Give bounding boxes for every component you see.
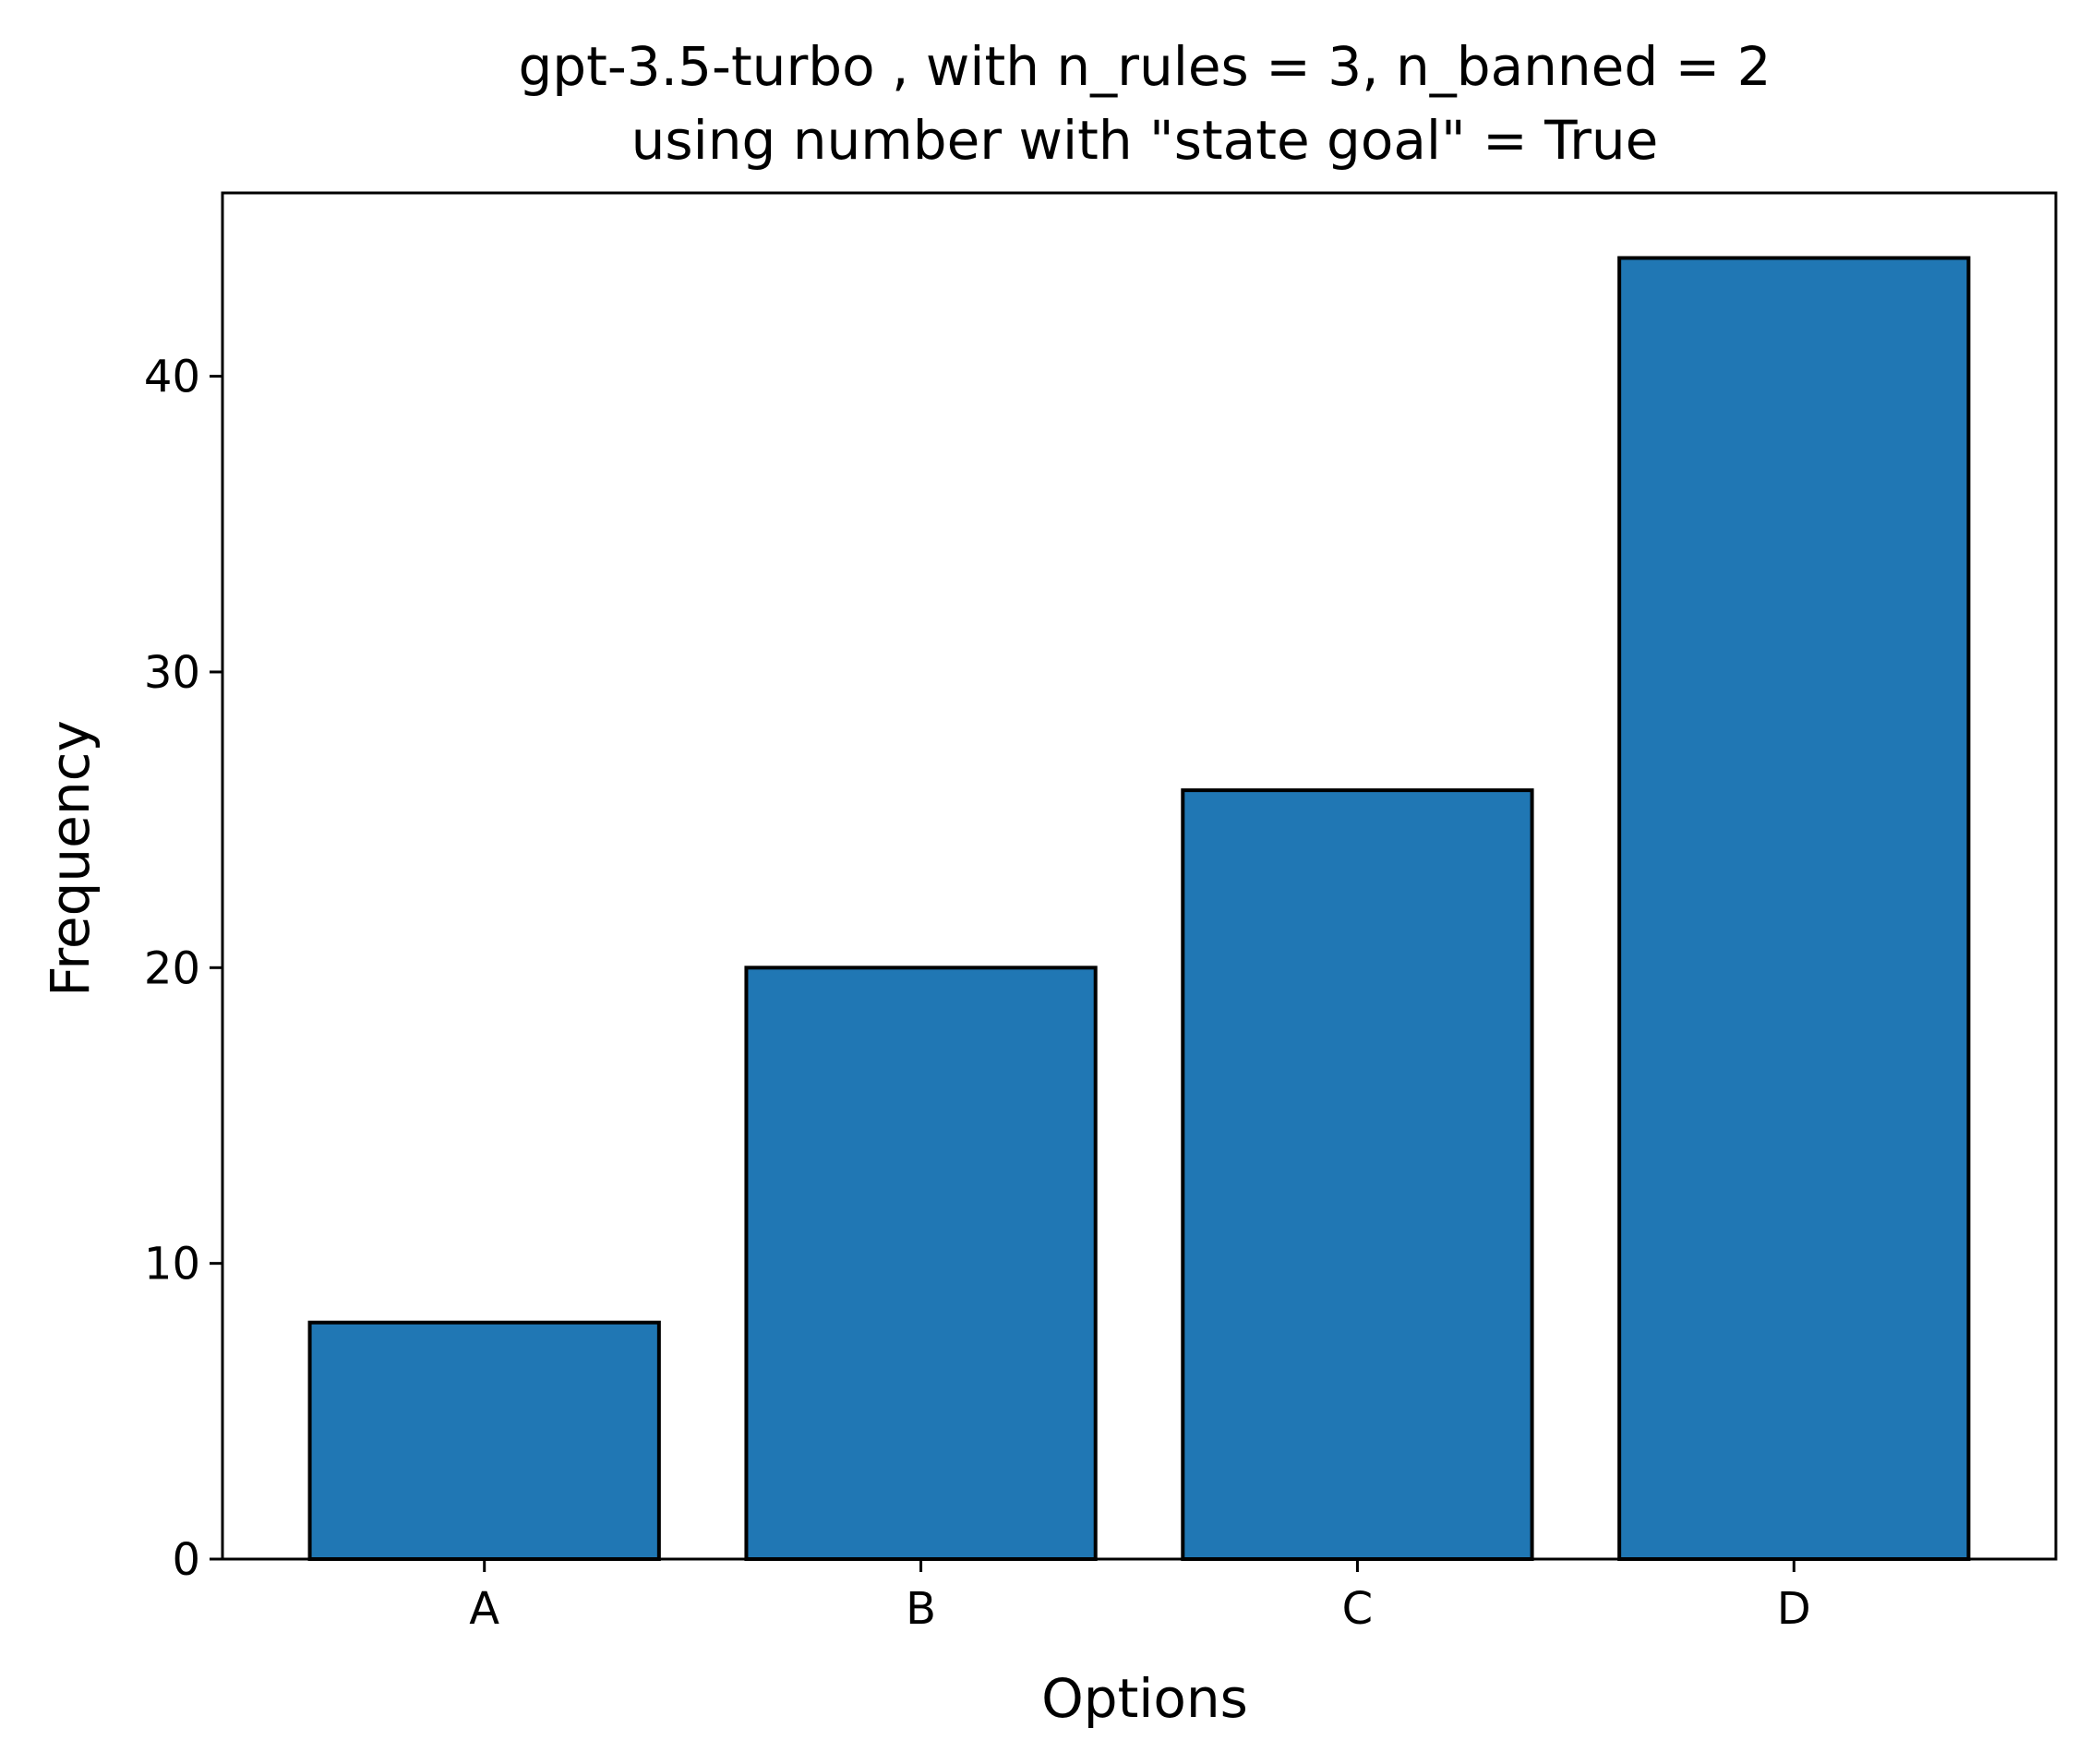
bar-group	[307, 256, 1971, 1561]
x-tick-label: D	[1777, 1583, 1811, 1635]
chart-subtitle: using number with "state goal" = True	[631, 109, 1659, 172]
bar-a	[307, 1320, 661, 1561]
x-tick-label: B	[906, 1583, 936, 1635]
y-tick-label: 30	[144, 647, 200, 699]
x-axis-ticks: A B C D	[469, 1559, 1811, 1635]
y-tick-label: 20	[144, 942, 200, 994]
bar-c	[1181, 788, 1534, 1561]
x-axis-label: Options	[1041, 1667, 1248, 1730]
y-tick-label: 0	[172, 1534, 200, 1586]
y-tick-label: 10	[144, 1239, 200, 1290]
x-tick-label: A	[469, 1583, 499, 1635]
bar-d	[1617, 256, 1971, 1561]
x-tick-label: C	[1342, 1583, 1374, 1635]
chart-title: gpt-3.5-turbo , with n_rules = 3, n_bann…	[518, 35, 1771, 98]
y-axis-label: Frequency	[39, 720, 102, 997]
plot-area-frame	[221, 191, 2058, 1561]
y-axis-ticks: 0 10 20 30 40	[144, 352, 222, 1586]
bar-b	[744, 966, 1098, 1561]
y-tick-label: 40	[144, 352, 200, 403]
